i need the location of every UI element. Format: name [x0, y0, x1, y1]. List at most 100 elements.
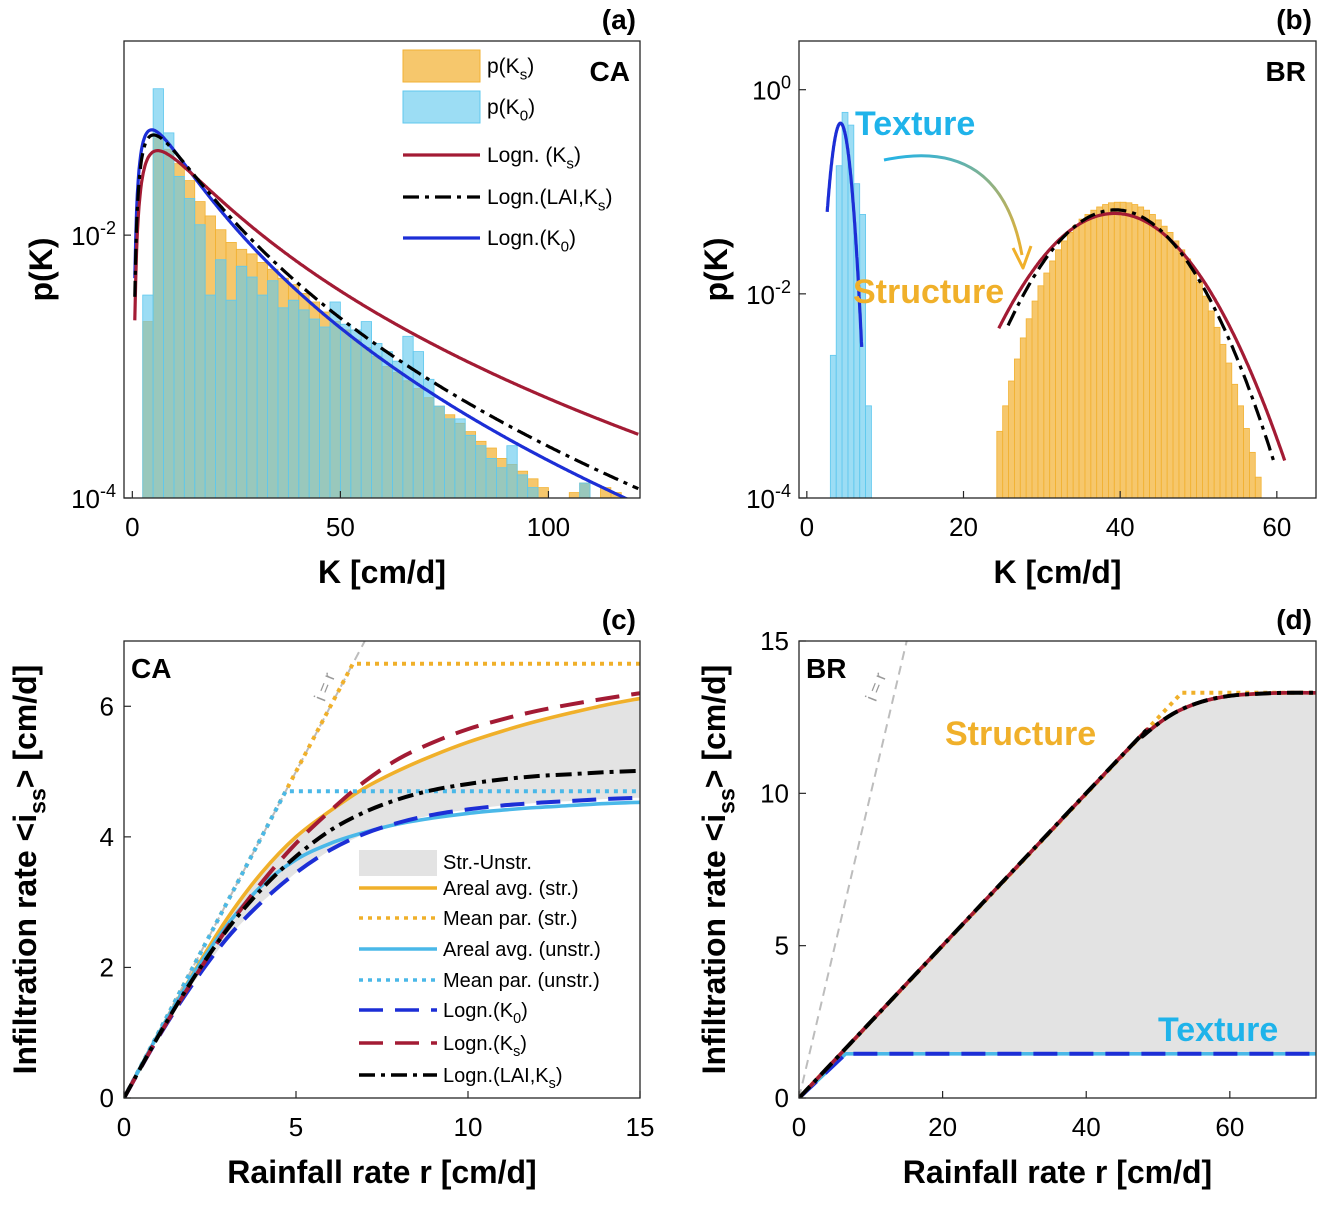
- legend-label: p(K0): [487, 96, 535, 124]
- site-label: BR: [806, 653, 846, 684]
- histogram-bar: [506, 445, 518, 498]
- x-tick-label: 20: [928, 1112, 957, 1142]
- histogram-bar: [1143, 209, 1150, 498]
- legend: p(Ks)p(K0)Logn. (Ks)Logn.(LAI,Ks)Logn.(K…: [402, 49, 612, 255]
- histogram-bar: [496, 467, 508, 498]
- histogram-bar: [1160, 225, 1168, 498]
- y-tick-label: 10-2: [71, 218, 116, 251]
- y-tick-label-base: 10: [746, 484, 775, 514]
- histogram-bar: [1061, 240, 1068, 498]
- y-tick-label: 10-4: [746, 481, 791, 514]
- texture-structure-arrow: [883, 154, 1024, 256]
- y-axis-label: p(K): [23, 238, 59, 302]
- histogram-bar: [996, 430, 1004, 498]
- histogram-bar: [1213, 326, 1221, 498]
- histogram-bar: [402, 335, 414, 498]
- legend-swatch-shade: [359, 850, 437, 876]
- legend-label-sub: s: [598, 197, 606, 214]
- y-tick-label-exp: 0: [781, 73, 791, 93]
- ref-line-i-equals-r: [124, 641, 366, 1098]
- histogram-bar: [225, 299, 237, 498]
- x-tick-label: 40: [1072, 1112, 1101, 1142]
- legend-label-main: Logn.(K: [443, 1033, 514, 1055]
- legend-label-sub: s: [520, 66, 528, 83]
- histogram-bar: [1090, 209, 1098, 498]
- histogram-bar: [1243, 428, 1250, 498]
- y-tick-label-exp: -4: [775, 481, 791, 501]
- series-texture-unstr-: [799, 1052, 1316, 1098]
- histogram-bar: [1155, 219, 1162, 498]
- x-axis-label: K [cm/d]: [994, 554, 1122, 590]
- annotation-texture: Texture: [1158, 1011, 1278, 1049]
- legend-label-tail: ): [521, 1000, 528, 1022]
- histogram-bar: [381, 351, 393, 498]
- site-label: BR: [1266, 56, 1306, 87]
- curve-logn-lai-ks-: [1006, 208, 1277, 465]
- legend-label-tail: ): [528, 96, 535, 119]
- legend-label-tail: ): [527, 55, 534, 78]
- series-logn-lai-ks-: [124, 768, 640, 1098]
- y-tick-label-base: 10: [746, 280, 775, 310]
- ref-line-i-equals-r: [799, 641, 908, 1098]
- histogram-bar: [1166, 231, 1174, 498]
- histogram-bar: [444, 418, 456, 498]
- legend-label: Areal avg. (str.): [443, 878, 579, 900]
- legend-label-sub: 0: [513, 1011, 521, 1027]
- histogram-bar: [1202, 295, 1209, 498]
- histogram-bar: [1031, 300, 1039, 498]
- histogram-bar: [1190, 269, 1197, 498]
- histogram-bar: [267, 280, 279, 498]
- histogram-bar: [319, 326, 331, 498]
- series-logn-k0-: [124, 795, 640, 1098]
- histogram-bar: [1049, 260, 1056, 498]
- histogram-bar: [173, 175, 185, 498]
- annotation-structure: Structure: [945, 715, 1096, 753]
- legend-swatch-pks: [402, 49, 481, 83]
- histogram-bar: [142, 294, 154, 498]
- histogram-bar: [1178, 249, 1186, 498]
- legend-label-main: Logn.(LAI,K: [443, 1065, 549, 1087]
- histogram-bar: [246, 276, 258, 498]
- histogram-bar: [371, 343, 383, 498]
- histogram-bar: [1002, 405, 1009, 498]
- legend-label: Logn.(LAI,Ks): [487, 186, 612, 214]
- histogram-bar: [1066, 231, 1074, 498]
- y-tick-label: 0: [775, 1083, 789, 1113]
- series-logn-ks-: [124, 691, 640, 1098]
- histogram-bar: [1025, 318, 1033, 498]
- histogram-bar: [350, 329, 362, 498]
- plot-area: [133, 88, 640, 498]
- histogram-bar: [163, 132, 175, 498]
- histogram-bar: [1225, 362, 1233, 498]
- y-tick-label-exp: -4: [100, 481, 116, 501]
- x-axis-label: Rainfall rate r [cm/d]: [227, 1154, 536, 1190]
- x-tick-label: 15: [626, 1112, 655, 1142]
- histogram-bar: [215, 259, 227, 498]
- plot-area: [124, 641, 640, 1098]
- histogram-bar: [1172, 240, 1180, 498]
- panel-label: (b): [1276, 4, 1312, 35]
- axes-box: [798, 640, 1317, 1099]
- histogram-bar: [835, 165, 843, 498]
- legend-label-main: Logn.(LAI,K: [487, 186, 598, 209]
- y-tick-label: 10-4: [71, 481, 116, 514]
- legend-label-main: Str.-Unstr.: [443, 852, 532, 874]
- histogram-bar: [1008, 380, 1015, 498]
- histogram-bar: [1102, 204, 1109, 498]
- plot-area: [799, 641, 1316, 1098]
- shade-str-unstr: [124, 698, 640, 1098]
- legend-label-main: Areal avg. (str.): [443, 878, 579, 900]
- histogram-bar: [454, 418, 466, 498]
- legend-label-tail: ): [574, 144, 581, 167]
- x-tick-label: 0: [117, 1112, 131, 1142]
- legend-label-main: Areal avg. (unstr.): [443, 939, 601, 961]
- y-tick-label: 6: [100, 691, 114, 721]
- y-tick-label-base: 10: [752, 76, 781, 106]
- site-label: CA: [590, 56, 630, 87]
- histogram-bar: [392, 360, 404, 498]
- x-tick-label: 0: [800, 512, 814, 542]
- histogram-bar: [1249, 451, 1256, 498]
- legend-label-tail: ): [569, 227, 576, 250]
